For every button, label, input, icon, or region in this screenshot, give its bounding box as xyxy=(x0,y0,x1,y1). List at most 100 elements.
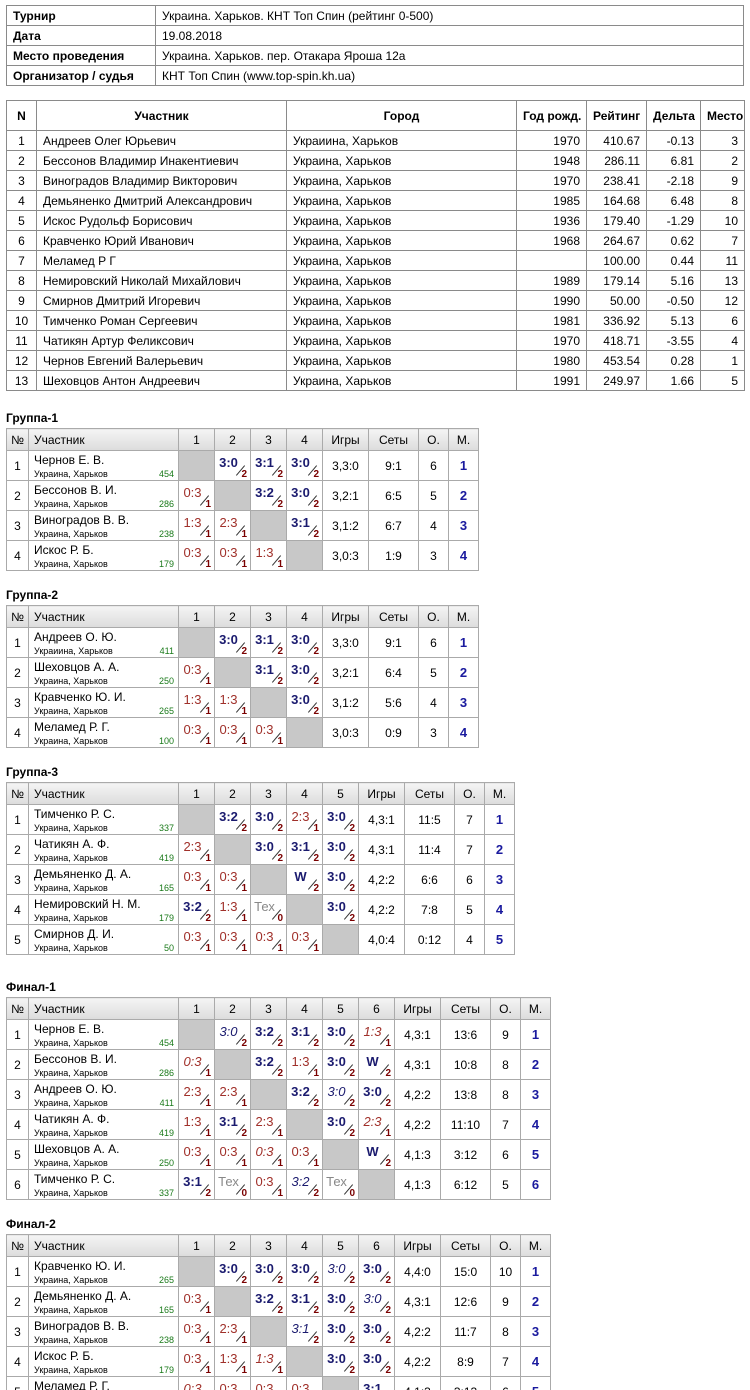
score: 0:3 xyxy=(291,1144,310,1159)
match-points: 2 xyxy=(385,1098,391,1109)
score-cell: 3:0 2 xyxy=(322,1256,359,1287)
group-row: 3 Виноградов В. В. Украина, Харьков 238 1:3 1… xyxy=(6,510,479,541)
player-name: Шеховцов А. А. xyxy=(34,1142,120,1156)
header-cell: О. xyxy=(454,782,485,805)
place: 5 xyxy=(484,924,515,955)
row-number: 2 xyxy=(6,1049,29,1080)
group-table: № Участник 1 2 3 4 5 Игры Сеты О. М. 1 Тимченко Р. С… xyxy=(6,782,515,955)
score-cell: 3:2 2 xyxy=(250,1019,287,1050)
score: 0:3 xyxy=(255,1174,274,1189)
group-row: 4 Искос Р. Б. Украина, Харьков 179 0:3 1 0:3 1 1… xyxy=(6,540,479,571)
score: 1:3 xyxy=(183,1114,202,1129)
score: 3:0 xyxy=(327,1321,346,1336)
score: 3:0 xyxy=(327,1291,346,1306)
match-points: 2 xyxy=(313,499,319,510)
points: 8 xyxy=(490,1049,521,1080)
score-cell: 3:2 2 xyxy=(286,1169,323,1200)
place: 2 xyxy=(448,657,479,688)
score: 3:0 xyxy=(219,632,238,647)
player-name: Андреев О. Ю. xyxy=(34,1082,117,1096)
header-cell: 2 xyxy=(214,605,251,628)
header-cell: 3 xyxy=(250,782,287,805)
header-cell: Игры xyxy=(394,1234,441,1257)
empty-cell xyxy=(516,250,587,271)
games: 4,3:1 xyxy=(358,804,405,835)
player-cell: Немировский Н. М. Украина, Харьков 179 xyxy=(28,894,179,925)
player-rating: 337 xyxy=(158,823,174,833)
cell: 179.40 xyxy=(586,210,647,231)
games: 3,0:3 xyxy=(322,540,369,571)
score-cell: 2:3 1 xyxy=(214,1079,251,1110)
player-city: Украина, Харьков xyxy=(34,1158,108,1168)
games: 3,1:2 xyxy=(322,510,369,541)
score: 0:3 xyxy=(219,1381,238,1390)
cell: Украина, Харьков xyxy=(286,190,517,211)
header-cell: 4 xyxy=(286,428,323,451)
header-cell: Игры xyxy=(394,997,441,1020)
match-points: 2 xyxy=(349,1068,355,1079)
header-cell: Сеты xyxy=(440,1234,491,1257)
player-city: Украина, Харьков xyxy=(34,469,108,479)
sets: 9:1 xyxy=(368,627,419,658)
score-cell: 0:31 xyxy=(214,1376,251,1390)
score: 3:0 xyxy=(291,455,310,470)
score: 0:3 xyxy=(183,485,202,500)
cell: 1989 xyxy=(516,270,587,291)
diagonal-cell xyxy=(286,540,323,571)
header-cell: М. xyxy=(484,782,515,805)
row-number: 2 xyxy=(6,834,29,865)
sets: 11:5 xyxy=(404,804,455,835)
match-points: 2 xyxy=(349,1098,355,1109)
score-cell: 3:0 2 xyxy=(322,864,359,895)
place: 4 xyxy=(484,894,515,925)
header-cell: Дельта xyxy=(646,100,701,131)
header-cell: Участник xyxy=(28,997,179,1020)
group-row: 4 Меламед Р. Г. Украина, Харьков 100 0:3 1 0:3… xyxy=(6,717,479,748)
match-points: 1 xyxy=(241,883,247,894)
match-points: 1 xyxy=(385,1128,391,1139)
player-rating: 286 xyxy=(158,1068,174,1078)
games: 4,3:1 xyxy=(394,1019,441,1050)
cell: 164.68 xyxy=(586,190,647,211)
cell: 11 xyxy=(6,330,37,351)
score: 3:0 xyxy=(219,455,238,470)
player-city: Украина, Харьков xyxy=(34,529,108,539)
row-number: 4 xyxy=(6,717,29,748)
score: 1:3 xyxy=(255,1351,274,1366)
match-points: 2 xyxy=(385,1365,391,1376)
sets: 6:5 xyxy=(368,480,419,511)
score: 0:3 xyxy=(219,722,238,737)
group-row: 3 Виноградов В. В. Украина, Харьков 238 0:3 1… xyxy=(6,1316,551,1347)
score: 3:2 xyxy=(255,1291,274,1306)
cell: Украина, Харьков xyxy=(286,370,517,391)
score-cell: Тех 0 xyxy=(322,1169,359,1200)
group-title: Группа-2 xyxy=(6,588,59,602)
match-points: 2 xyxy=(385,1068,391,1079)
score: 0:3 xyxy=(183,545,202,560)
info-value: Украина. Харьков. пер. Отакара Яроша 12а xyxy=(155,45,744,66)
score: 1:3 xyxy=(363,1024,382,1039)
match-points: 2 xyxy=(277,1305,283,1316)
score-cell: Тех 0 xyxy=(214,1169,251,1200)
group-row: 2 Шеховцов А. А. Украина, Харьков 250 0:3 1 3:… xyxy=(6,657,479,688)
group-row: 3 Демьяненко Д. А. Украина, Харьков 165 0:3 1… xyxy=(6,864,515,895)
cell: Кравченко Юрий Иванович xyxy=(36,230,287,251)
score: 0:3 xyxy=(255,722,274,737)
score-cell: 3:0 2 xyxy=(322,1286,359,1317)
row-number: 4 xyxy=(6,1109,29,1140)
score: 1:3 xyxy=(219,692,238,707)
match-points: 2 xyxy=(277,1038,283,1049)
cell: 1968 xyxy=(516,230,587,251)
match-points: 2 xyxy=(313,883,319,894)
player-cell: Виноградов В. В. Украина, Харьков 238 xyxy=(28,1316,179,1347)
score: 1:3 xyxy=(183,515,202,530)
score-cell: 3:2 2 xyxy=(250,1286,287,1317)
cell: 238.41 xyxy=(586,170,647,191)
